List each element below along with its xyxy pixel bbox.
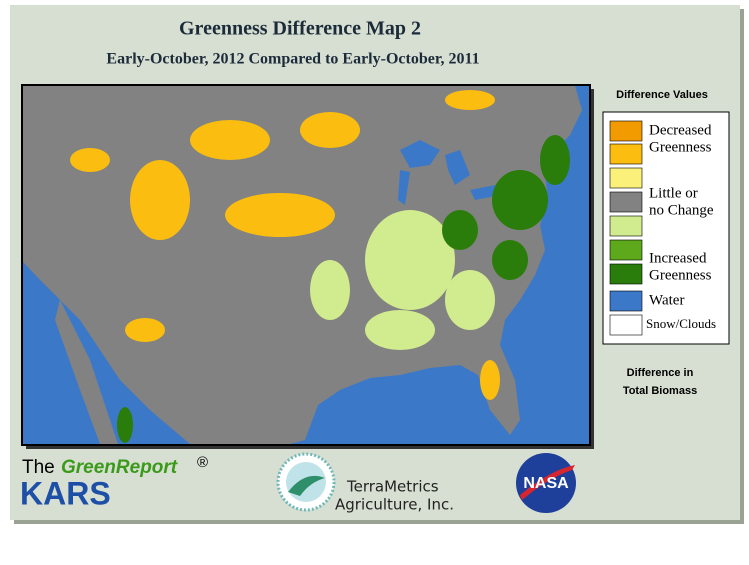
logo-line: Agriculture, Inc. [335,496,454,514]
legend-swatches [609,120,643,336]
logo-disc [516,453,576,513]
legend-swatch [609,314,643,336]
subtitle: Early-October, 2012 Compared to Early-Oc… [106,51,479,68]
title: Greenness Difference Map 2 [179,18,421,40]
logo-prefix: The [22,457,55,478]
legend-swatch [609,239,643,261]
logo-leaf [288,475,325,496]
logo-mark: ® [197,454,208,471]
legend-label: no Change [649,202,714,218]
legend-label: Increased [649,250,707,266]
logo-swoosh [520,465,575,500]
nasa-logo: NASA [516,453,576,513]
legend-label: Greenness [649,139,712,155]
caption: Total Biomass [623,385,697,397]
logo-org: KARS [20,475,111,511]
map [21,84,594,449]
legend-labels: Decreased Greenness Little or no Change … [646,122,716,331]
decrease-areas [70,90,500,400]
legend-swatch [609,143,643,165]
legend-label: Little or [649,185,698,201]
legend-title: Difference Values [616,89,708,101]
increase-areas [117,135,570,443]
legend-label: Greenness [649,267,712,283]
logo-text: NASA [523,475,569,492]
legend-label: Water [649,292,684,308]
legend-swatch [609,215,643,237]
baja [55,300,118,444]
legend-swatch [609,263,643,285]
little-increase-areas [310,210,495,350]
greenreport-logo: The GreenReport ® KARS [20,454,208,511]
legend-label: Decreased [649,122,712,138]
logo-name: GreenReport [61,457,178,478]
great-lakes [398,140,520,205]
caption: Difference in [627,367,694,379]
legend-swatch [609,290,643,312]
logo-line: TerraMetrics [346,478,439,496]
legend-swatch [609,167,643,189]
legend-swatch [609,191,643,213]
legend-label: Snow/Clouds [646,316,716,331]
legend-swatch [609,120,643,142]
terrametrics-logo: TerraMetrics Agriculture, Inc. [276,452,454,514]
